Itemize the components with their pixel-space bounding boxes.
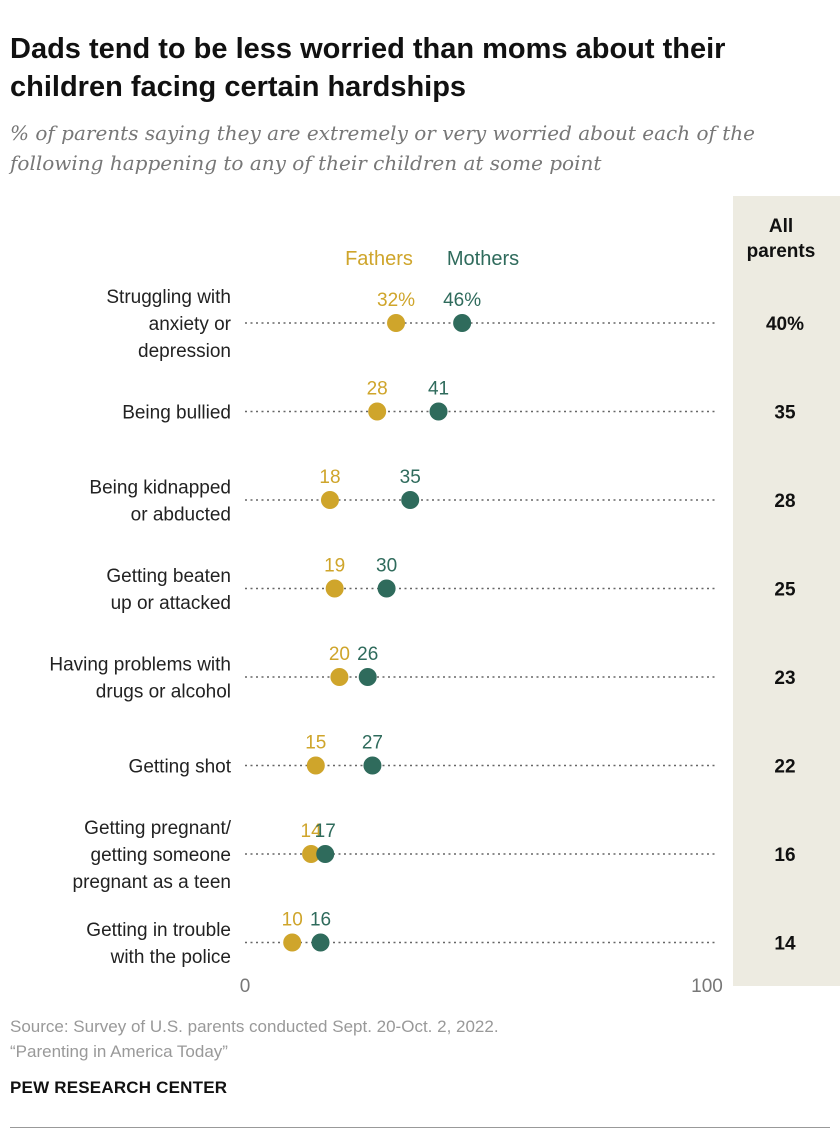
fathers-dot bbox=[306, 756, 325, 775]
category-label: with the police bbox=[110, 947, 231, 968]
category-label: Getting in trouble bbox=[86, 920, 231, 941]
mothers-dot bbox=[358, 668, 377, 686]
mothers-value-label: 41 bbox=[428, 379, 449, 400]
category-label: Getting shot bbox=[129, 757, 232, 778]
all-parents-column-bg bbox=[733, 196, 840, 986]
all-parents-value: 28 bbox=[774, 491, 795, 512]
category-label: Being kidnapped bbox=[89, 478, 231, 499]
mothers-value-label: 17 bbox=[315, 821, 336, 842]
category-label: or abducted bbox=[131, 505, 231, 526]
source-note: Source: Survey of U.S. parents conducted… bbox=[10, 1017, 499, 1036]
fathers-value-label: 20 bbox=[329, 644, 350, 665]
fathers-dot bbox=[320, 491, 339, 509]
mothers-value-label: 16 bbox=[310, 910, 331, 931]
mothers-value-label: 35 bbox=[400, 467, 421, 488]
brand-logo-text: PEW RESEARCH CENTER bbox=[10, 1078, 228, 1097]
bottom-divider bbox=[10, 1127, 830, 1128]
all-parents-value: 16 bbox=[774, 845, 795, 866]
all-parents-header: parents bbox=[747, 241, 816, 262]
category-label: getting someone bbox=[91, 845, 232, 866]
category-label: pregnant as a teen bbox=[73, 872, 231, 893]
all-parents-value: 35 bbox=[774, 403, 796, 424]
category-label: Being bullied bbox=[122, 403, 231, 424]
fathers-dot bbox=[283, 933, 302, 952]
fathers-dot bbox=[302, 845, 321, 863]
fathers-value-label: 19 bbox=[324, 556, 345, 577]
dot-plot-chart: All parents Fathers Mothers Struggling with a… bbox=[49, 196, 840, 997]
category-label: Struggling with bbox=[106, 287, 231, 308]
fathers-value-label: 10 bbox=[282, 910, 303, 931]
category-label: up or attacked bbox=[111, 593, 231, 614]
report-title-note: “Parenting in America Today” bbox=[10, 1042, 228, 1061]
all-parents-value: 25 bbox=[774, 580, 796, 601]
fathers-value-label: 18 bbox=[319, 467, 340, 488]
category-label: anxiety or bbox=[149, 314, 232, 335]
all-parents-header: All bbox=[769, 216, 793, 237]
mothers-dot bbox=[377, 579, 396, 598]
x-tick-label: 0 bbox=[240, 976, 251, 997]
mothers-value-label: 27 bbox=[362, 733, 383, 754]
fathers-dot bbox=[325, 579, 344, 598]
fathers-value-label: 28 bbox=[367, 379, 388, 400]
fathers-value-label: 14 bbox=[301, 821, 323, 842]
fathers-dot bbox=[368, 402, 387, 421]
category-label: Getting beaten bbox=[106, 566, 231, 587]
all-parents-value: 22 bbox=[774, 757, 795, 778]
legend-fathers: Fathers bbox=[345, 248, 413, 270]
fathers-dot bbox=[387, 314, 406, 332]
all-parents-value: 23 bbox=[774, 668, 795, 689]
fathers-value-label: 15 bbox=[305, 733, 326, 754]
category-label: drugs or alcohol bbox=[96, 682, 231, 703]
category-label: Getting pregnant/ bbox=[84, 818, 232, 839]
fathers-dot bbox=[330, 668, 349, 686]
x-tick-label: 100 bbox=[691, 976, 723, 997]
all-parents-value: 40% bbox=[766, 314, 804, 335]
category-label: depression bbox=[138, 341, 231, 362]
mothers-dot bbox=[429, 402, 448, 421]
mothers-dot bbox=[401, 491, 420, 509]
mothers-value-label: 46% bbox=[443, 290, 481, 311]
all-parents-value: 14 bbox=[774, 934, 796, 955]
legend-mothers: Mothers bbox=[447, 248, 519, 270]
chart-subtitle: % of parents saying they are extremely o… bbox=[10, 121, 756, 175]
mothers-value-label: 26 bbox=[357, 644, 378, 665]
mothers-dot bbox=[311, 933, 330, 952]
mothers-value-label: 30 bbox=[376, 556, 397, 577]
fathers-value-label: 32% bbox=[377, 290, 415, 311]
mothers-dot bbox=[453, 314, 472, 332]
mothers-dot bbox=[363, 756, 382, 775]
mothers-dot bbox=[316, 845, 335, 863]
category-label: Having problems with bbox=[49, 655, 231, 676]
chart-title: Dads tend to be less worried than moms a… bbox=[10, 33, 726, 103]
